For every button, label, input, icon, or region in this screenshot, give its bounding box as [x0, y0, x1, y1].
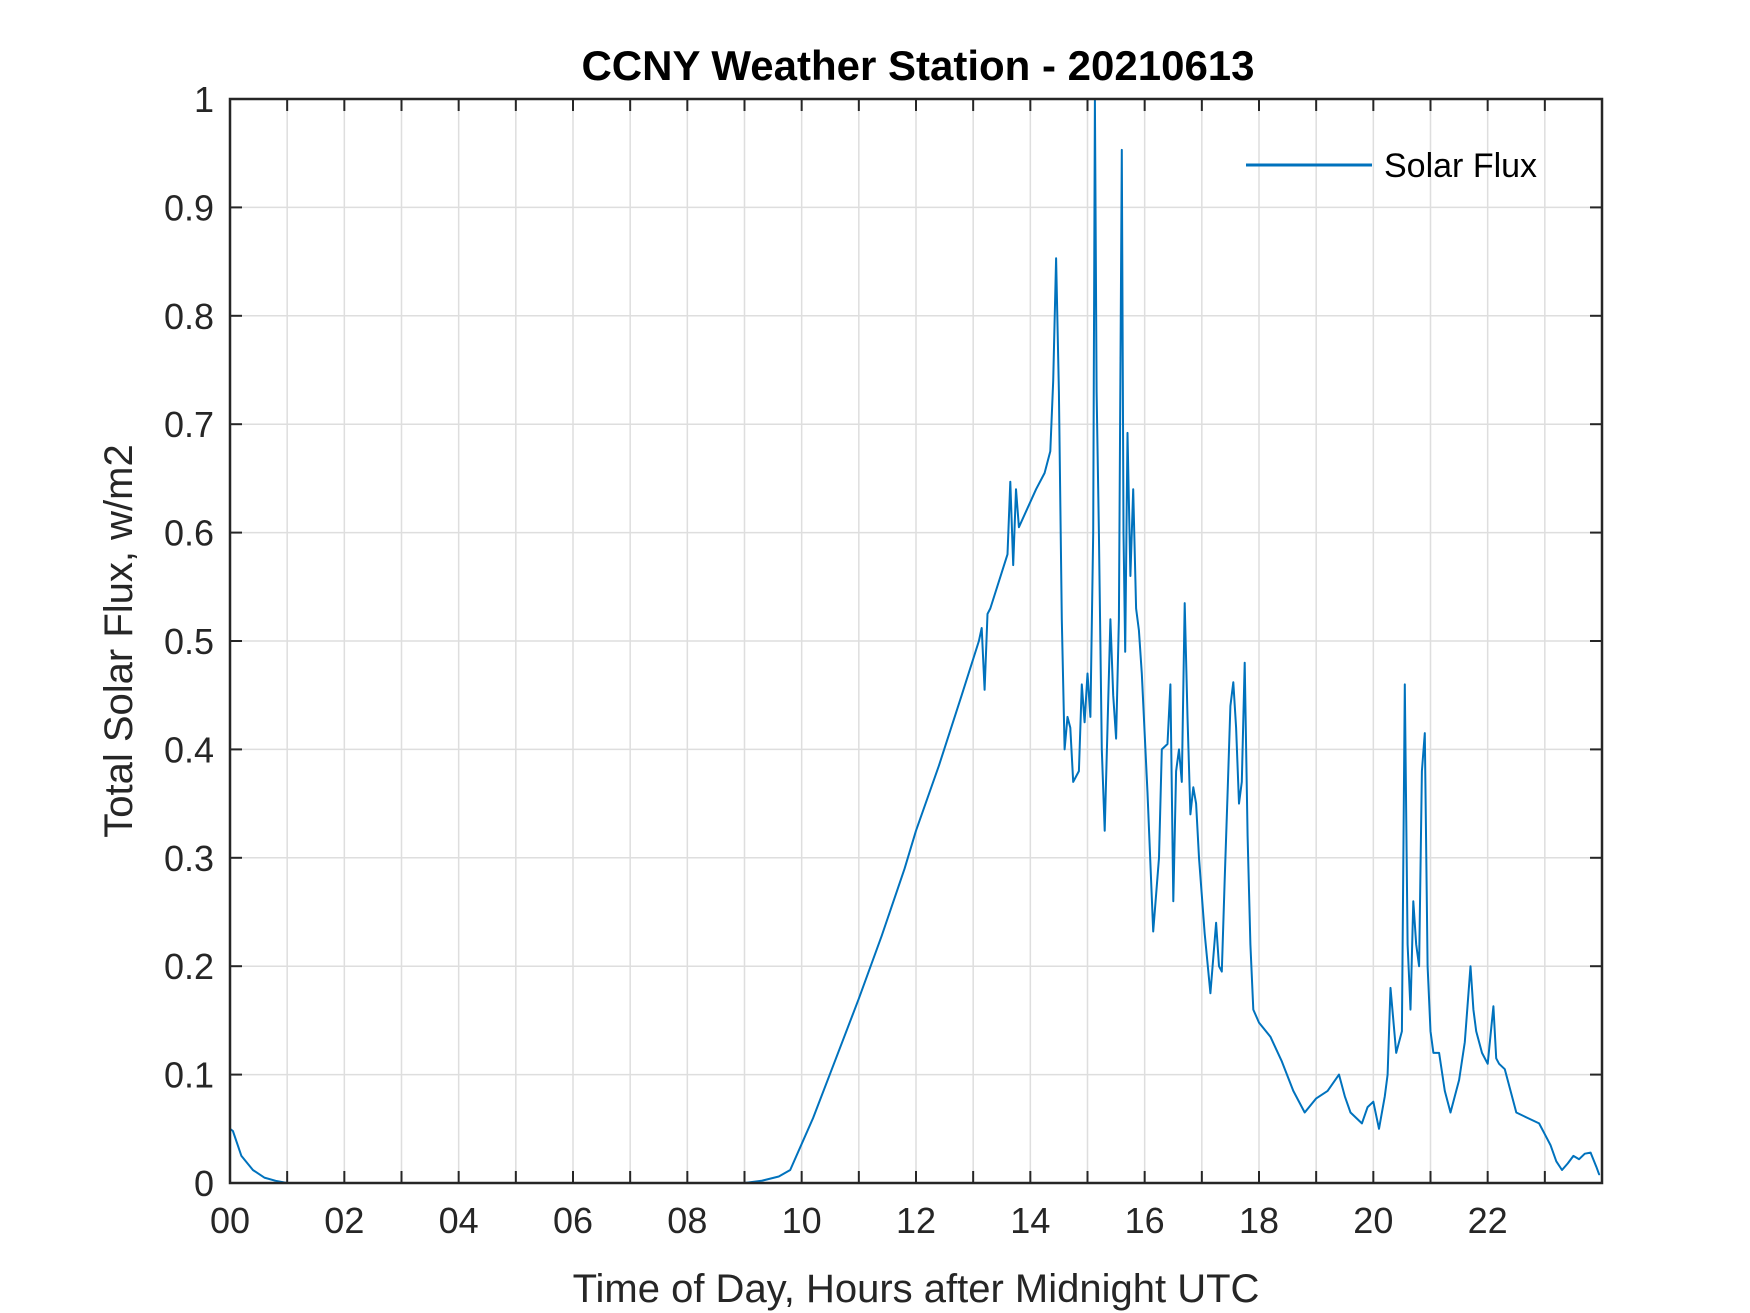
y-tick-label: 0.1 [164, 1055, 214, 1096]
x-tick-label: 06 [553, 1200, 593, 1241]
legend: Solar Flux [1246, 147, 1537, 185]
grid-lines [229, 98, 1603, 1184]
y-tick-label: 0 [194, 1163, 214, 1204]
series-group [229, 98, 1601, 1184]
y-axis-label: Total Solar Flux, w/m2 [97, 444, 141, 837]
y-tick-label: 0.5 [164, 621, 214, 662]
x-tick-label: 02 [324, 1200, 364, 1241]
x-tick-label: 04 [439, 1200, 479, 1241]
chart-title: CCNY Weather Station - 20210613 [581, 42, 1254, 89]
x-tick-label: 20 [1353, 1200, 1393, 1241]
y-tick-label: 0.3 [164, 838, 214, 879]
x-axis-label: Time of Day, Hours after Midnight UTC [573, 1267, 1260, 1311]
x-tick-label: 16 [1125, 1200, 1165, 1241]
plot-frame [228, 97, 1604, 1185]
x-tick-label: 14 [1010, 1200, 1050, 1241]
x-tick-label: 22 [1468, 1200, 1508, 1241]
x-tick-label: 18 [1239, 1200, 1279, 1241]
y-tick-label: 0.6 [164, 513, 214, 554]
y-tick-label: 1 [194, 79, 214, 120]
y-tick-label: 0.2 [164, 946, 214, 987]
y-tick-label: 0.7 [164, 404, 214, 445]
axis-ticks [229, 98, 1603, 1184]
y-tick-label: 0.9 [164, 187, 214, 228]
legend-label-solar-flux: Solar Flux [1384, 147, 1537, 185]
series-line-solar-flux [229, 98, 1601, 1184]
x-tick-label: 12 [896, 1200, 936, 1241]
y-tick-label: 0.8 [164, 296, 214, 337]
y-tick-labels: 0 0.1 0.2 0.3 0.4 0.5 0.6 0.7 0.8 0.9 1 [164, 79, 214, 1204]
x-tick-labels: 00 02 04 06 08 10 12 14 16 18 20 22 [210, 1200, 1508, 1241]
x-tick-label: 08 [667, 1200, 707, 1241]
y-tick-label: 0.4 [164, 729, 214, 770]
x-tick-label: 10 [782, 1200, 822, 1241]
x-tick-label: 00 [210, 1200, 250, 1241]
